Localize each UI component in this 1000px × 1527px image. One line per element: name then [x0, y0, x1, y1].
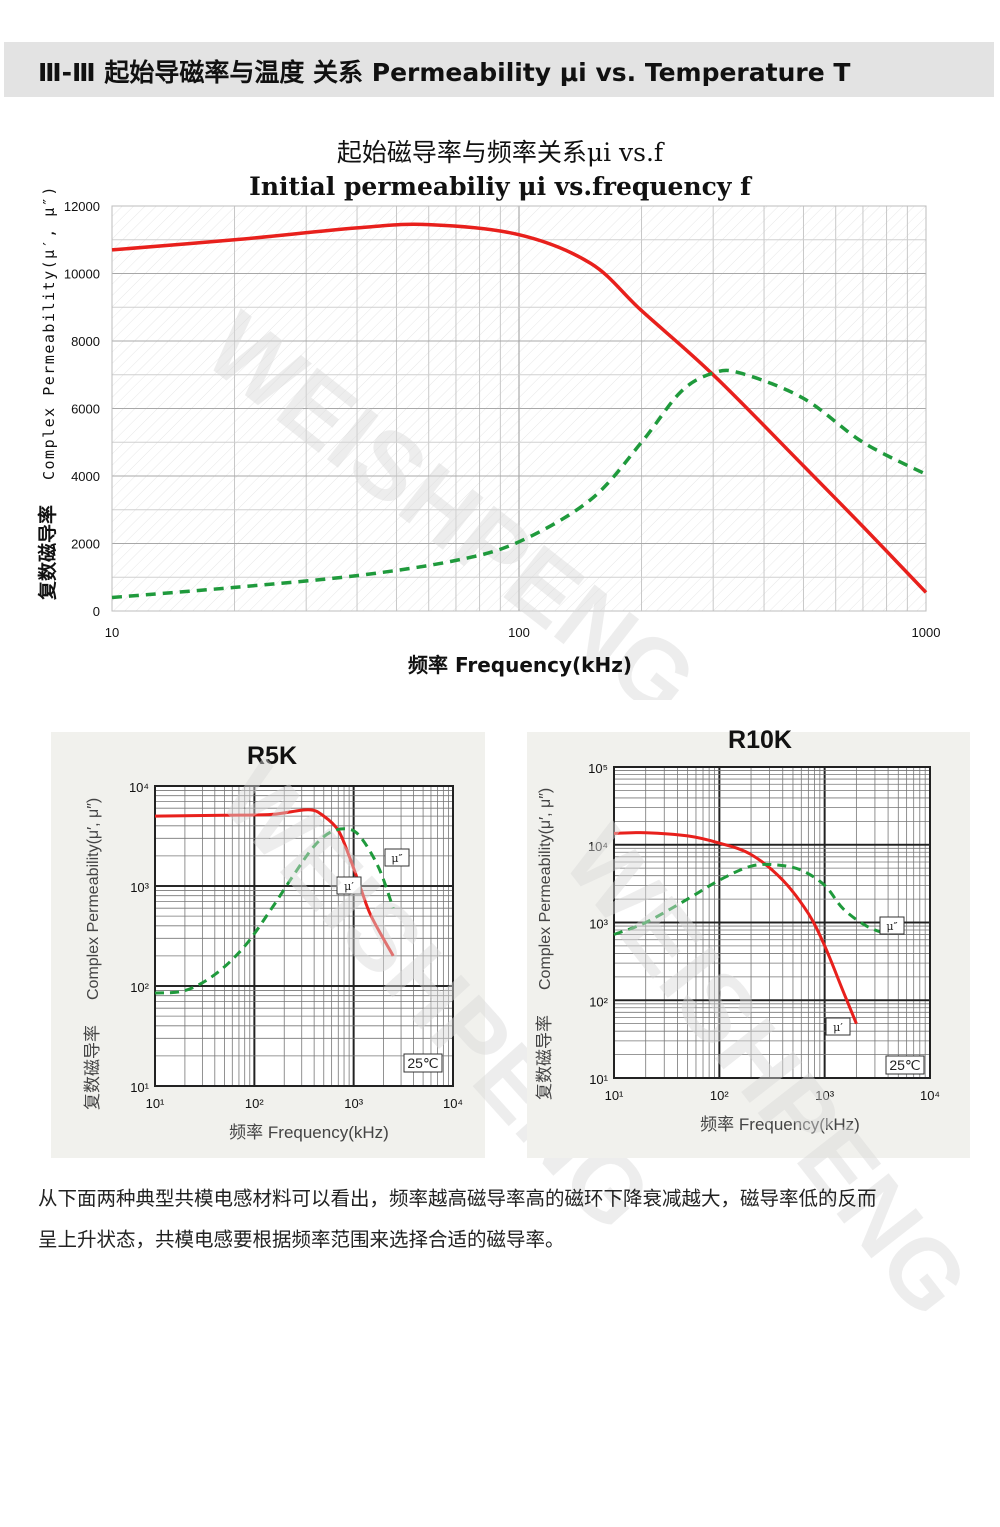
x-axis-label: 频率 Frequency(kHz) — [700, 1115, 860, 1134]
x-tick-label: 10¹ — [146, 1096, 165, 1111]
y-tick-label: 8000 — [71, 334, 100, 349]
y-axis-label: 复数磁导率 Complex Permeability(μ′, μ″) — [535, 788, 555, 1100]
series-tag-label: μ″ — [886, 920, 897, 933]
y-tick-label: 10⁵ — [588, 761, 608, 776]
series-line-green — [111, 368, 927, 600]
chart-title-en: Initial permeabiliy μi vs.frequency f — [249, 172, 751, 201]
y-axis-label: 复数磁导率 Complex Permeability(μ′, μ″) — [36, 185, 59, 601]
r5k-panel: 10¹ 10² 10³ 10⁴ 10¹ 10² 10³ 10⁴ μ″ μ′ 25℃ R5K 频率 Fre… — [51, 732, 672, 1250]
temperature-label: 25℃ — [889, 1057, 920, 1073]
x-tick-label: 10⁴ — [920, 1088, 940, 1103]
y-tick-label: 12000 — [64, 199, 100, 214]
series-mu-prime — [154, 808, 395, 957]
x-axis-label: 频率 Frequency(kHz) — [408, 653, 632, 677]
series-tag: μ′ — [336, 876, 362, 895]
series-tag-label: μ′ — [833, 1021, 843, 1034]
y-axis-label-en: Complex Permeability(μ′, μ″) — [537, 788, 554, 990]
series-tag-box — [384, 848, 410, 867]
section-title: Ⅲ-Ⅲ 起始导磁率与温度 关系 Permeability μi vs. Temp… — [38, 58, 851, 87]
x-axis-label: 频率 Frequency(kHz) — [229, 1123, 389, 1142]
y-tick-label: 6000 — [71, 402, 100, 417]
y-tick-label: 10000 — [64, 267, 100, 282]
series-tag: μ′ — [825, 1017, 851, 1036]
paragraph-line-2: 呈上升状态，共模电感要根据频率范围来选择合适的磁导率。 — [38, 1228, 565, 1251]
temperature-box — [885, 1055, 925, 1075]
y-tick-label: 0 — [93, 604, 100, 619]
temperature-label: 25℃ — [407, 1055, 438, 1071]
y-tick-label: 10¹ — [589, 1072, 608, 1087]
y-tick-label: 10¹ — [130, 1080, 149, 1095]
grid-lines — [613, 766, 931, 1079]
x-tick-label: 100 — [508, 625, 530, 640]
series-tag-box — [879, 916, 905, 935]
y-tick-label: 10² — [589, 994, 608, 1009]
grid-lines — [154, 785, 454, 1087]
y-axis-label-cn: 复数磁导率 — [83, 1025, 103, 1110]
plot-border — [111, 205, 927, 612]
x-tick-label: 1000 — [912, 625, 941, 640]
panel-background — [51, 732, 485, 1158]
y-axis-label-en: Complex Permeability(μ′, μ″) — [85, 798, 102, 1000]
panel-background — [527, 732, 970, 1158]
x-tick-label: 10 — [105, 625, 119, 640]
plot-area — [614, 767, 930, 1078]
y-tick-label: 10² — [130, 980, 149, 995]
x-tick-label: 10² — [710, 1088, 729, 1103]
x-tick-label: 10⁴ — [443, 1096, 463, 1111]
series-mu-double-prime — [154, 827, 395, 995]
series-tag-label: μ′ — [344, 880, 354, 893]
series-mu-prime — [613, 831, 858, 1025]
y-tick-label: 10³ — [589, 917, 608, 932]
series-tag-box — [825, 1017, 851, 1036]
chart-title: R5K — [247, 742, 297, 770]
series-mu-double-prime — [613, 862, 889, 936]
chart-title: R10K — [728, 726, 792, 754]
section-header: Ⅲ-Ⅲ 起始导磁率与温度 关系 Permeability μi vs. Temp… — [4, 42, 994, 97]
y-tick-label: 2000 — [71, 537, 100, 552]
series-tag-box — [336, 876, 362, 895]
temperature-box — [403, 1053, 443, 1073]
series-tag: μ″ — [879, 916, 905, 935]
series-tag-label: μ″ — [391, 852, 402, 865]
y-axis-label: 复数磁导率 Complex Permeability(μ′, μ″) — [83, 798, 103, 1110]
series-line-red — [111, 222, 928, 594]
x-tick-label: 10³ — [344, 1096, 363, 1111]
y-axis-label-en: Complex Permeability(μ′, μ″) — [40, 185, 58, 480]
y-tick-label: 10³ — [130, 880, 149, 895]
chart-title-cn: 起始磁导率与频率关系μi vs.f — [336, 138, 664, 167]
x-tick-label: 10³ — [815, 1088, 834, 1103]
y-axis-label-cn: 复数磁导率 — [36, 505, 59, 601]
series-tag: μ″ — [384, 848, 410, 867]
x-tick-label: 10¹ — [605, 1088, 624, 1103]
y-tick-label: 10⁴ — [129, 780, 149, 795]
plot-border — [613, 766, 931, 1079]
y-axis-label-cn: 复数磁导率 — [535, 1015, 555, 1100]
y-tick-label: 4000 — [71, 469, 100, 484]
description-paragraph: 从下面两种典型共模电感材料可以看出，频率越高磁导率高的磁环下降衰减越大，磁导率低… — [38, 1178, 978, 1260]
x-tick-label: 10² — [245, 1096, 264, 1111]
y-tick-label: 10⁴ — [588, 839, 608, 854]
plot-border — [154, 785, 454, 1087]
watermark: WEISHPENG — [199, 742, 671, 1250]
plot-area — [155, 786, 453, 1086]
paragraph-line-1: 从下面两种典型共模电感材料可以看出，频率越高磁导率高的磁环下降衰减越大，磁导率低… — [38, 1187, 877, 1210]
